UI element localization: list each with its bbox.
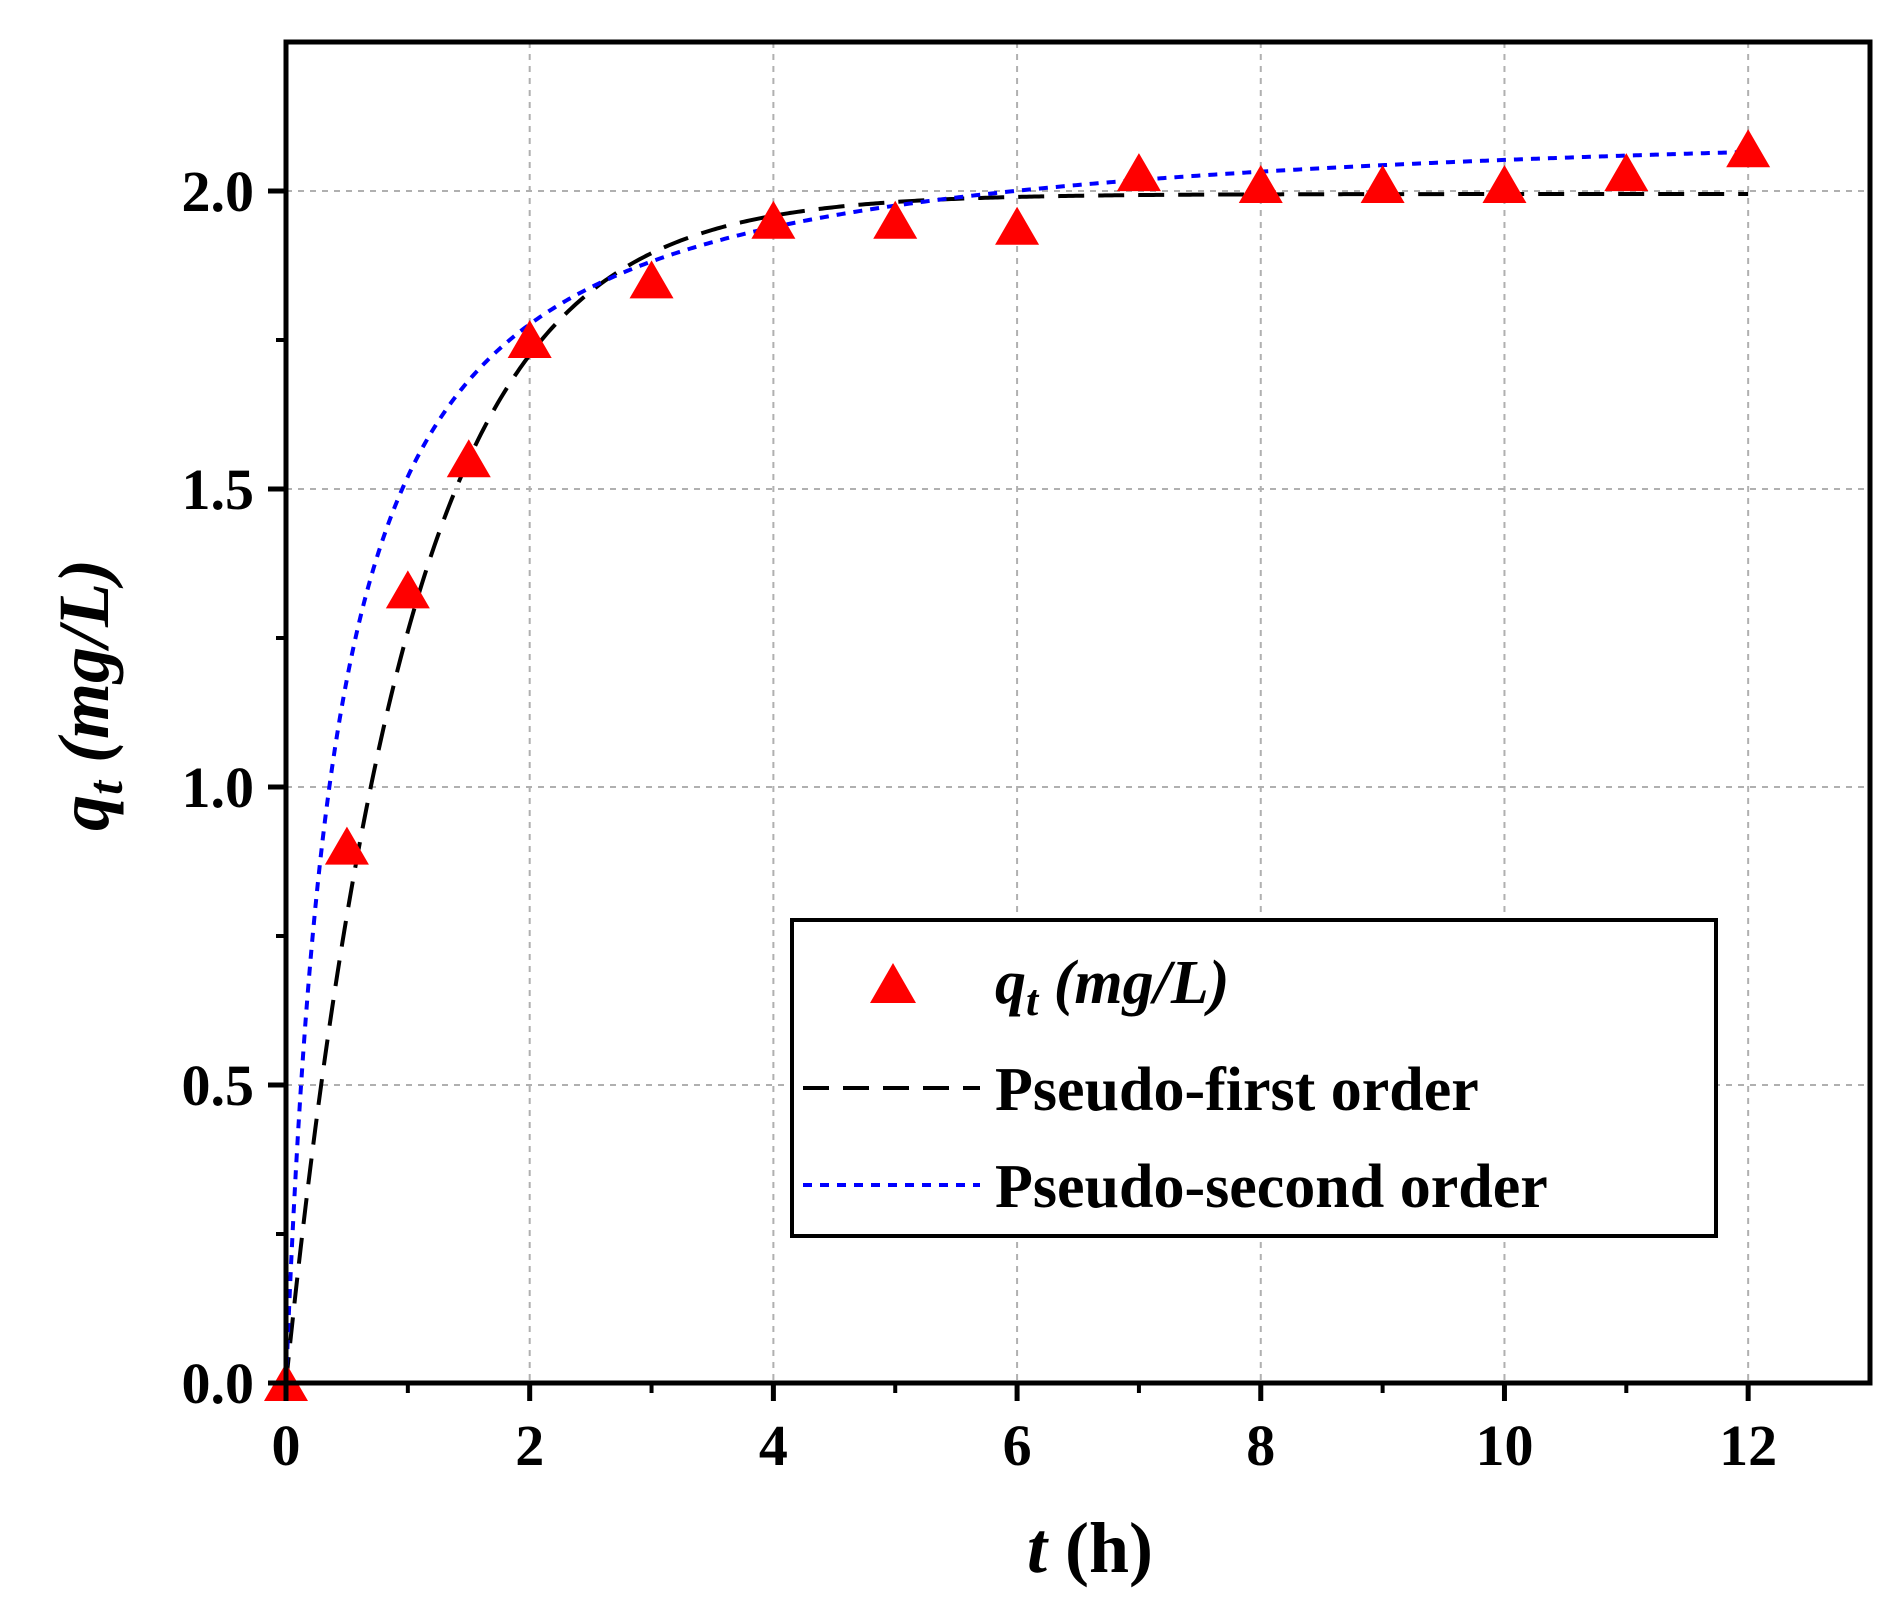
data-point-3 — [446, 439, 491, 478]
x-tick-label-2: 4 — [759, 1413, 788, 1478]
data-point-12 — [1482, 165, 1527, 204]
data-point-11 — [1360, 165, 1405, 204]
x-tick-label-6: 12 — [1719, 1413, 1777, 1478]
y-tick-label-3: 1.5 — [182, 457, 255, 522]
x-tick-label-1: 2 — [515, 1413, 544, 1478]
data-point-14 — [1726, 129, 1771, 168]
x-tick-label-4: 8 — [1246, 1413, 1275, 1478]
y-tick-label-0: 0.0 — [182, 1351, 255, 1416]
data-markers — [264, 129, 1771, 1401]
data-point-7 — [873, 200, 918, 239]
data-point-5 — [629, 260, 674, 299]
y-axis-title: qt (mg/L) — [44, 559, 133, 831]
axis-ticks: 0 2 4 6 8 10 12 0.0 0.5 1.0 1.5 2.0 — [182, 159, 1778, 1478]
legend-marker-icon — [870, 963, 916, 1003]
legend-label-data: qt (mg/L) — [995, 949, 1229, 1025]
data-point-2 — [385, 570, 430, 609]
legend: qt (mg/L) Pseudo-first order Pseudo-seco… — [790, 918, 1718, 1238]
y-tick-label-2: 1.0 — [182, 755, 255, 820]
data-point-1 — [324, 826, 369, 865]
legend-label-second-order: Pseudo-second order — [995, 1153, 1548, 1221]
y-tick-label-1: 0.5 — [182, 1053, 255, 1118]
data-point-9 — [1116, 153, 1161, 192]
x-tick-label-3: 6 — [1003, 1413, 1032, 1478]
data-point-4 — [507, 320, 552, 358]
series-pseudo-second-order-line — [284, 149, 1749, 1384]
data-point-6 — [751, 200, 796, 239]
plot-frame — [283, 39, 1873, 1386]
y-tick-label-4: 2.0 — [182, 159, 255, 224]
data-point-10 — [1238, 165, 1283, 204]
legend-label-first-order: Pseudo-first order — [995, 1056, 1479, 1124]
data-point-8 — [995, 206, 1040, 245]
x-tick-label-5: 10 — [1475, 1413, 1533, 1478]
x-tick-label-0: 0 — [272, 1413, 301, 1478]
legend-box — [790, 918, 1718, 1238]
data-point-13 — [1604, 153, 1649, 192]
x-axis-title: t (h) — [1027, 1508, 1153, 1588]
